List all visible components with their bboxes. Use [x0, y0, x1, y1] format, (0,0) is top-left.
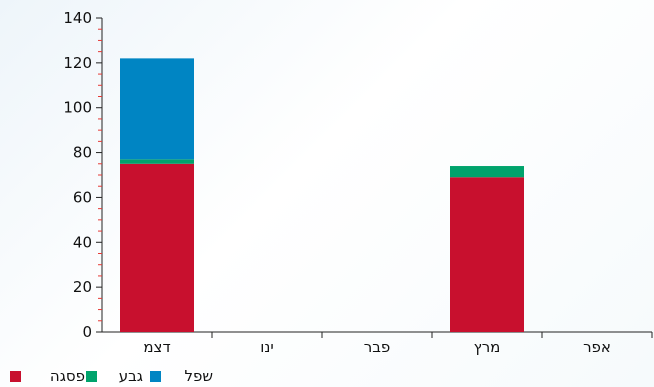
y-tick-label: 120 [63, 54, 92, 72]
y-tick-label: 80 [73, 144, 92, 162]
y-tick-label: 0 [82, 323, 92, 341]
x-tick-label: דצמ [143, 338, 170, 356]
bar-segment [120, 58, 194, 160]
y-tick-label: 40 [73, 233, 92, 251]
bar-segment [120, 163, 194, 332]
bar-segment [450, 177, 524, 332]
bars [120, 58, 524, 332]
bar-segment [120, 159, 194, 164]
x-tick-label: פבר [364, 338, 391, 356]
x-tick-label: אפר [583, 338, 611, 356]
legend-label: גבע [119, 367, 143, 385]
x-tick-label: ינו [260, 338, 273, 356]
y-tick-label: 140 [63, 9, 92, 27]
y-axis: 0 20 40 60 80 100 120 140 [63, 9, 103, 341]
legend-label: שפל [184, 367, 213, 385]
bar-segment [450, 166, 524, 178]
legend-label: פסגה [50, 367, 85, 385]
legend-swatch [150, 371, 161, 382]
x-axis: דצמ ינו פבר מרץ אפר [102, 331, 653, 356]
y-tick-label: 100 [63, 99, 92, 117]
y-tick-label: 20 [73, 278, 92, 296]
x-tick-label: מרץ [474, 338, 501, 356]
y-tick-label: 60 [73, 188, 92, 206]
legend-swatch [10, 371, 21, 382]
legend: שפל גבע פסגה [10, 367, 213, 385]
legend-swatch [86, 371, 97, 382]
